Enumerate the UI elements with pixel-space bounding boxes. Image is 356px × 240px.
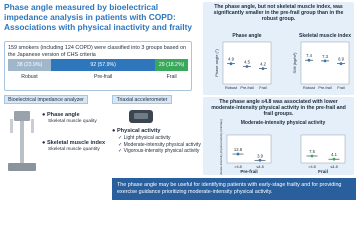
x-tick-label: >4.8 xyxy=(308,165,316,169)
result-panel: The phase angle, but not skeletal muscle… xyxy=(203,2,354,95)
group-name: Robust xyxy=(21,74,38,80)
value-label: 6.9 xyxy=(338,57,344,62)
device-base xyxy=(8,163,36,171)
result-charts: Moderate-intensity physical activity Pre… xyxy=(219,119,346,175)
mean-point xyxy=(307,58,311,62)
item-desc: Skeletal muscle quality xyxy=(48,119,97,125)
y-axis-label: SMI (kg/m²) xyxy=(292,52,297,74)
segment-label: 29 (18.2%) xyxy=(158,61,185,68)
mean-point xyxy=(236,152,240,156)
value-label: 7.5 xyxy=(309,149,315,154)
device-screen xyxy=(134,113,148,119)
cohort-labels: Robust Pre-frail Frail xyxy=(8,74,188,82)
measure-name: Physical activity xyxy=(116,128,161,134)
value-label: 4.9 xyxy=(228,57,234,62)
plot-area xyxy=(226,134,272,164)
item-name: Skeletal muscle index xyxy=(46,140,106,146)
page: Phase angle measured by bioelectrical im… xyxy=(4,2,356,200)
value-label: 4.1 xyxy=(331,152,337,157)
activity-text: Moderate-intensity physical activity xyxy=(123,141,201,148)
bia-device xyxy=(8,111,36,171)
item-name: Phase angle xyxy=(46,112,80,118)
device-handle xyxy=(31,119,34,133)
group-label: Pre-frail xyxy=(240,169,257,174)
result-panel: The phase angle ≤4.8 was associated with… xyxy=(203,97,354,175)
result-text: The phase angle, but not skeletal muscle… xyxy=(213,4,344,23)
activity-item: ✓ Light physical activity xyxy=(118,135,171,142)
bia-item: ● Skeletal muscle index Skeletal muscle … xyxy=(42,140,110,154)
device-handle xyxy=(10,119,13,133)
activity-item: ✓ Moderate-intensity physical activity xyxy=(118,141,201,148)
result-text: The phase angle ≤4.8 was associated with… xyxy=(211,99,346,118)
group-name: Pre-frail xyxy=(94,74,113,80)
segment-label: 38 (23.9%) xyxy=(16,61,43,68)
group-label: Frail xyxy=(318,169,328,174)
value-label: 4.2 xyxy=(260,62,266,67)
value-label: 7.3 xyxy=(322,54,328,59)
y-axis-label: Moderate-intensity physical activity (mi… xyxy=(219,119,223,175)
bia-header: Bioelectrical impedance analyzer xyxy=(4,95,88,104)
activity-item: ✓ Vigorous-intensity physical activity xyxy=(118,148,200,155)
chart-title: Skeletal muscle index xyxy=(299,33,351,39)
mean-point xyxy=(229,62,233,66)
activity-text: Vigorous-intensity physical activity xyxy=(123,148,200,155)
title: Phase angle measured by bioelectrical im… xyxy=(4,2,193,32)
x-tick-label: Robust xyxy=(303,86,316,90)
x-tick-label: Pre-frail xyxy=(318,86,331,90)
y-axis-label: Phase angle (°) xyxy=(214,49,219,77)
chart-title: Phase angle xyxy=(232,33,261,39)
mean-point xyxy=(245,65,249,68)
conclusion: The phase angle may be useful for identi… xyxy=(112,178,356,200)
cohort-bar: 38 (23.9%) 92 (57.9%) 29 (18.2%) xyxy=(8,59,188,71)
accel-header: Triaxial accelerometer xyxy=(112,95,172,104)
value-label: 7.4 xyxy=(306,53,312,58)
cohort-text: 159 smokers (including 124 COPD) were cl… xyxy=(8,45,186,58)
mean-point xyxy=(332,157,336,161)
cohort-segment: 92 (57.9%) xyxy=(51,59,156,71)
x-tick-label: Frail xyxy=(337,86,345,90)
x-tick-label: ≤4.8 xyxy=(330,165,337,169)
x-tick-label: Robust xyxy=(225,86,238,90)
mean-point xyxy=(261,67,265,70)
x-tick-label: ≤4.8 xyxy=(256,165,263,169)
mean-point xyxy=(323,59,327,63)
group-name: Frail xyxy=(166,74,177,80)
activity-text: Light physical activity xyxy=(123,135,171,142)
value-label: 4.5 xyxy=(244,60,250,65)
panel-chart-title: Moderate-intensity physical activity xyxy=(241,120,326,126)
x-tick-label: >4.8 xyxy=(234,165,242,169)
x-tick-label: Pre-frail xyxy=(240,86,253,90)
device-display xyxy=(14,111,30,121)
accel-items: ● Physical activity ✓ Light physical act… xyxy=(112,128,201,155)
accel-device xyxy=(129,110,153,123)
value-label: 3.9 xyxy=(257,153,263,158)
item-desc: Skeletal muscle quantity xyxy=(48,147,100,153)
cohort-box: 159 smokers (including 124 COPD) were cl… xyxy=(4,41,192,91)
value-label: 12.8 xyxy=(234,147,243,152)
x-tick-label: Frail xyxy=(259,86,267,90)
result-charts: Phase angle Phase angle (°) 4.9 Robust 4.5 Pr… xyxy=(214,33,351,90)
segment-label: 92 (57.9%) xyxy=(90,61,116,68)
plot-area xyxy=(300,134,346,164)
mean-point xyxy=(258,158,262,162)
mean-point xyxy=(339,62,343,66)
mean-point xyxy=(310,154,314,158)
cohort-segment: 29 (18.2%) xyxy=(155,59,188,71)
bia-item: ● Phase angle Skeletal muscle quality xyxy=(42,112,110,126)
cohort-segment: 38 (23.9%) xyxy=(8,59,52,71)
device-pole xyxy=(20,121,24,163)
